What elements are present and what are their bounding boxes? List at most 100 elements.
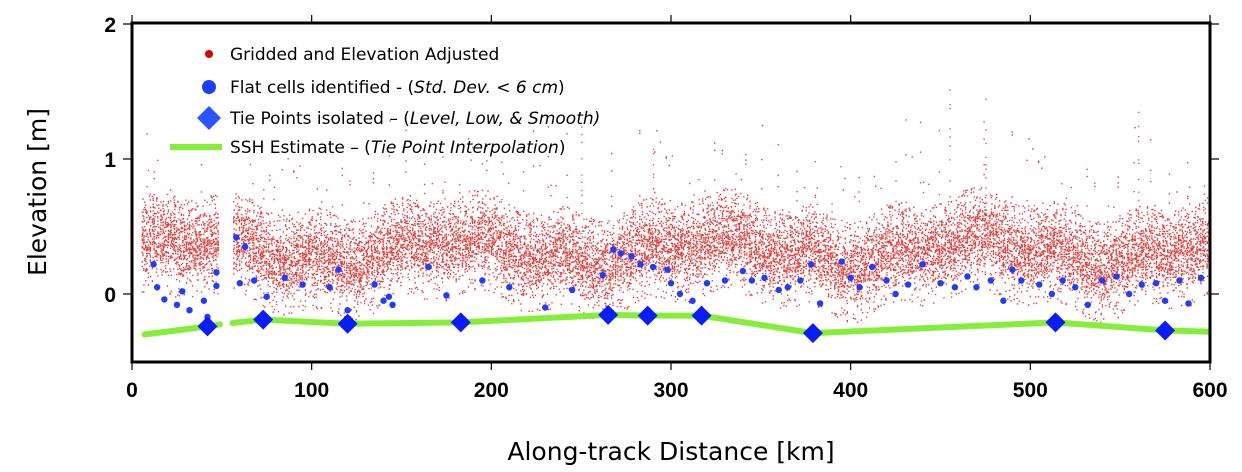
flat-cell-point (506, 284, 513, 291)
x-tick-label: 500 (1013, 379, 1048, 402)
flat-cell-point (1125, 290, 1133, 298)
flat-cell-point (599, 271, 606, 279)
x-tick-label: 300 (653, 379, 688, 402)
flat-cells-series (150, 234, 1205, 321)
flat-cell-point (344, 307, 351, 314)
tie-point (450, 312, 471, 333)
flat-cell-point (816, 300, 824, 307)
y-tick-label: 0 (104, 284, 116, 307)
y-axis-title: Elevation [m] (23, 108, 52, 276)
legend-label-tie-points: Tie Points isolated – (Level, Low, & Smo… (229, 109, 600, 129)
flat-cell-point (1036, 281, 1043, 288)
x-axis: 0 100 200 300 400 500 600 (126, 15, 1228, 402)
flat-cell-point (299, 281, 306, 288)
flat-cell-point (1185, 300, 1192, 307)
flat-cell-point (1113, 273, 1120, 280)
flat-cell-point (326, 284, 333, 291)
tie-point (637, 305, 658, 326)
flat-cell-point (1084, 301, 1092, 308)
flat-cell-point (200, 297, 208, 304)
flat-cell-point (689, 297, 696, 304)
x-tick-label: 200 (474, 379, 509, 402)
gridded-point-cloud (141, 89, 1210, 323)
flat-cell-point (951, 284, 959, 291)
flat-cell-point (1072, 284, 1079, 291)
flat-cell-point (173, 301, 181, 308)
flat-cell-point (542, 304, 549, 311)
legend-marker-flat-cells (202, 80, 216, 94)
flat-cell-point (250, 277, 258, 284)
flat-cell-point (161, 296, 168, 303)
flat-cell-point (1152, 280, 1160, 287)
flat-cell-point (385, 293, 393, 300)
flat-cell-point (380, 297, 387, 304)
flat-cell-point (1048, 290, 1056, 298)
flat-cell-point (721, 277, 729, 284)
tie-point (253, 309, 274, 330)
flat-cell-point (761, 274, 768, 281)
legend-label-flat-cells: Flat cells identified - (Std. Dev. < 6 c… (230, 78, 565, 98)
flat-cell-point (479, 277, 486, 284)
gridded-points-series (141, 89, 1210, 323)
y-tick-label: 2 (104, 14, 116, 37)
flat-cell-point (1197, 274, 1205, 281)
flat-cell-point (443, 292, 450, 299)
flat-cell-point (784, 284, 791, 291)
tie-point (1155, 320, 1176, 341)
flat-cell-point (241, 243, 249, 250)
flat-cell-point (617, 250, 624, 257)
flat-cell-point (233, 234, 240, 241)
flat-cell-point (649, 263, 657, 271)
tie-point (1045, 312, 1066, 333)
tie-point (802, 323, 823, 344)
x-tick-label: 100 (294, 379, 329, 402)
flat-cell-point (610, 246, 617, 253)
flat-cell-point (1009, 266, 1016, 273)
flat-cell-point (807, 261, 815, 268)
flat-cell-point (179, 288, 186, 295)
flat-cell-point (1176, 277, 1183, 284)
flat-cell-point (676, 290, 684, 298)
flat-cell-point (1161, 297, 1169, 304)
flat-cell-point (335, 266, 342, 273)
flat-cell-point (1059, 277, 1066, 284)
x-tick-label: 0 (126, 379, 138, 402)
flat-cell-point (153, 284, 161, 291)
y-axis: 0 1 2 (104, 14, 1219, 307)
flat-cell-point (263, 293, 270, 300)
flat-cell-point (964, 273, 971, 280)
flat-cell-point (856, 284, 863, 291)
flat-cell-point (739, 267, 747, 275)
flat-cell-point (425, 263, 432, 271)
tie-point (337, 313, 358, 334)
flat-cell-point (869, 263, 876, 271)
legend: Gridded and Elevation Adjusted Flat cell… (170, 45, 600, 158)
x-axis-title: Along-track Distance [km] (507, 437, 834, 466)
flat-cell-point (892, 290, 899, 298)
flat-cell-point (389, 301, 396, 308)
legend-label-gridded: Gridded and Elevation Adjusted (230, 45, 499, 65)
flat-cell-point (797, 277, 804, 284)
x-tick-label: 400 (833, 379, 868, 402)
flat-cell-point (150, 261, 157, 268)
tie-point (691, 305, 712, 326)
tie-point (197, 316, 218, 337)
flat-cell-point (775, 286, 782, 294)
flat-cell-point (628, 253, 635, 260)
flat-cell-point (1000, 297, 1007, 304)
flat-cell-point (213, 269, 220, 276)
flat-cell-point (186, 307, 193, 314)
flat-cell-point (703, 280, 711, 287)
flat-cell-point (213, 282, 220, 290)
flat-cell-point (568, 286, 576, 294)
legend-marker-tie-points (197, 106, 221, 130)
flat-cell-point (847, 274, 854, 281)
plot-frame (130, 21, 1212, 364)
flat-cell-point (236, 280, 243, 287)
flat-cell-point (919, 261, 926, 268)
legend-marker-gridded (205, 50, 213, 58)
flat-cell-point (667, 280, 675, 287)
legend-label-ssh: SSH Estimate – (Tie Point Interpolation) (230, 138, 565, 158)
flat-cell-point (637, 261, 644, 268)
